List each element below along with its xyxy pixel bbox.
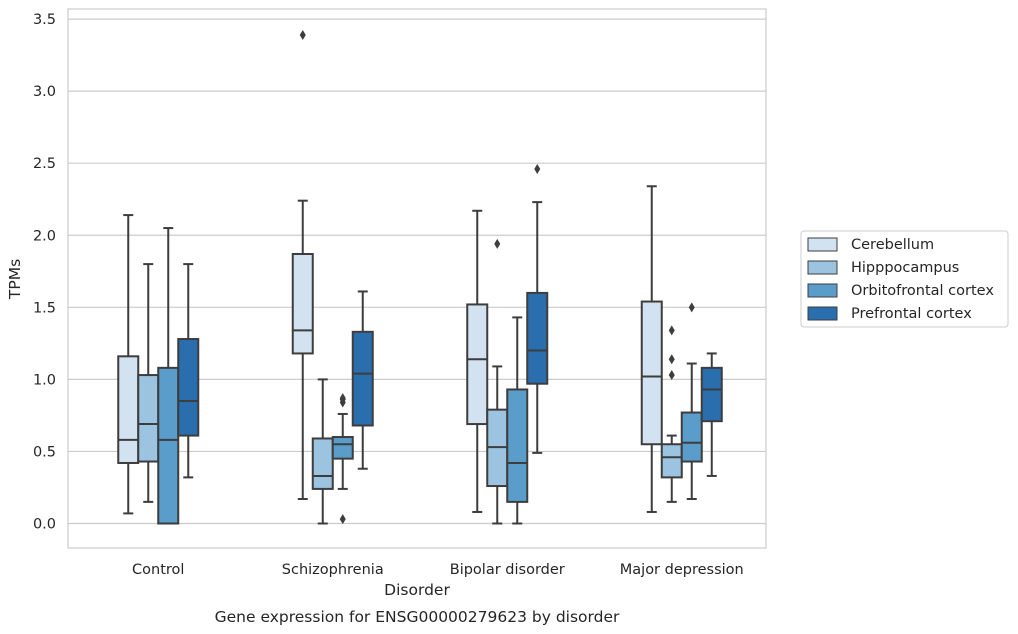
chart-title: Gene expression for ENSG00000279623 by d…: [215, 608, 620, 626]
box-body: [137, 374, 160, 463]
box-body: [680, 411, 703, 463]
outlier-point: [688, 302, 695, 313]
box-body: [351, 330, 374, 427]
x-tick-label: Schizophrenia: [282, 562, 384, 578]
x-tick-labels: Control Schizophrenia Bipolar disorder Majo…: [132, 562, 744, 578]
legend: Cerebellum Hipppocampus Orbitofrontal cort…: [800, 230, 1009, 328]
legend-label: Orbitofrontal cortex: [851, 283, 994, 299]
outlier-point: [494, 238, 501, 249]
box-cerebellum: [640, 185, 663, 513]
box-prefrontal-cortex: [351, 290, 374, 470]
y-tick-label: 3.0: [33, 84, 56, 100]
y-tick-label: 0.5: [33, 444, 56, 460]
legend-label: Hipppocampus: [851, 260, 959, 276]
legend-label: Cerebellum: [851, 237, 934, 253]
y-tick-label: 1.0: [33, 372, 56, 388]
box-cerebellum: [117, 214, 140, 515]
outlier-point: [668, 325, 675, 336]
x-tick-label: Bipolar disorder: [450, 562, 565, 578]
outlier-point: [534, 163, 541, 174]
boxes: [117, 29, 723, 525]
box-hipppocampus: [311, 378, 334, 525]
legend-swatch: [807, 306, 838, 321]
y-axis-title: TPMs: [6, 259, 24, 300]
x-tick-label: Control: [132, 562, 184, 578]
outlier-point: [668, 354, 675, 365]
box-hipppocampus: [660, 325, 683, 503]
box-body: [660, 443, 683, 479]
y-tick-label: 3.5: [33, 12, 56, 28]
box-orbitofrontal-cortex: [157, 227, 180, 525]
legend-swatch: [807, 260, 838, 275]
plot-frame: [67, 8, 767, 549]
box-orbitofrontal-cortex: [506, 316, 529, 525]
box-body: [311, 437, 334, 490]
box-orbitofrontal-cortex: [331, 393, 354, 525]
box-body: [331, 436, 354, 460]
box-prefrontal-cortex: [700, 352, 723, 477]
y-tick-label: 2.0: [33, 228, 56, 244]
box-orbitofrontal-cortex: [680, 302, 703, 500]
outlier-point: [339, 514, 346, 525]
legend-swatch: [807, 283, 838, 298]
box-body: [640, 300, 663, 446]
box-prefrontal-cortex: [526, 163, 549, 454]
box-body: [466, 303, 489, 426]
outlier-point: [339, 393, 346, 404]
box-cerebellum: [291, 29, 314, 500]
outlier-point: [299, 29, 306, 40]
legend-frame: [800, 230, 1009, 328]
box-body: [117, 355, 140, 464]
x-tick-label: Major depression: [620, 562, 744, 578]
box-body: [157, 366, 180, 525]
x-axis-title: Disorder: [384, 581, 450, 599]
y-tick-label: 1.5: [33, 300, 56, 316]
legend-label: Prefrontal cortex: [851, 306, 972, 322]
box-prefrontal-cortex: [177, 263, 200, 479]
box-body: [177, 338, 200, 437]
box-hipppocampus: [486, 238, 509, 525]
box-body: [506, 388, 529, 503]
box-body: [526, 291, 549, 385]
box-body: [291, 253, 314, 355]
legend-swatch: [807, 237, 838, 252]
y-tick-label: 0.0: [33, 517, 56, 533]
box-body: [700, 366, 723, 423]
outlier-point: [668, 370, 675, 381]
y-tick-label: 2.5: [33, 156, 56, 172]
y-tick-labels: 0.0 0.5 1.0 1.5 2.0 2.5 3.0 3.5: [33, 12, 56, 532]
box-cerebellum: [466, 209, 489, 513]
box-hipppocampus: [137, 263, 160, 503]
